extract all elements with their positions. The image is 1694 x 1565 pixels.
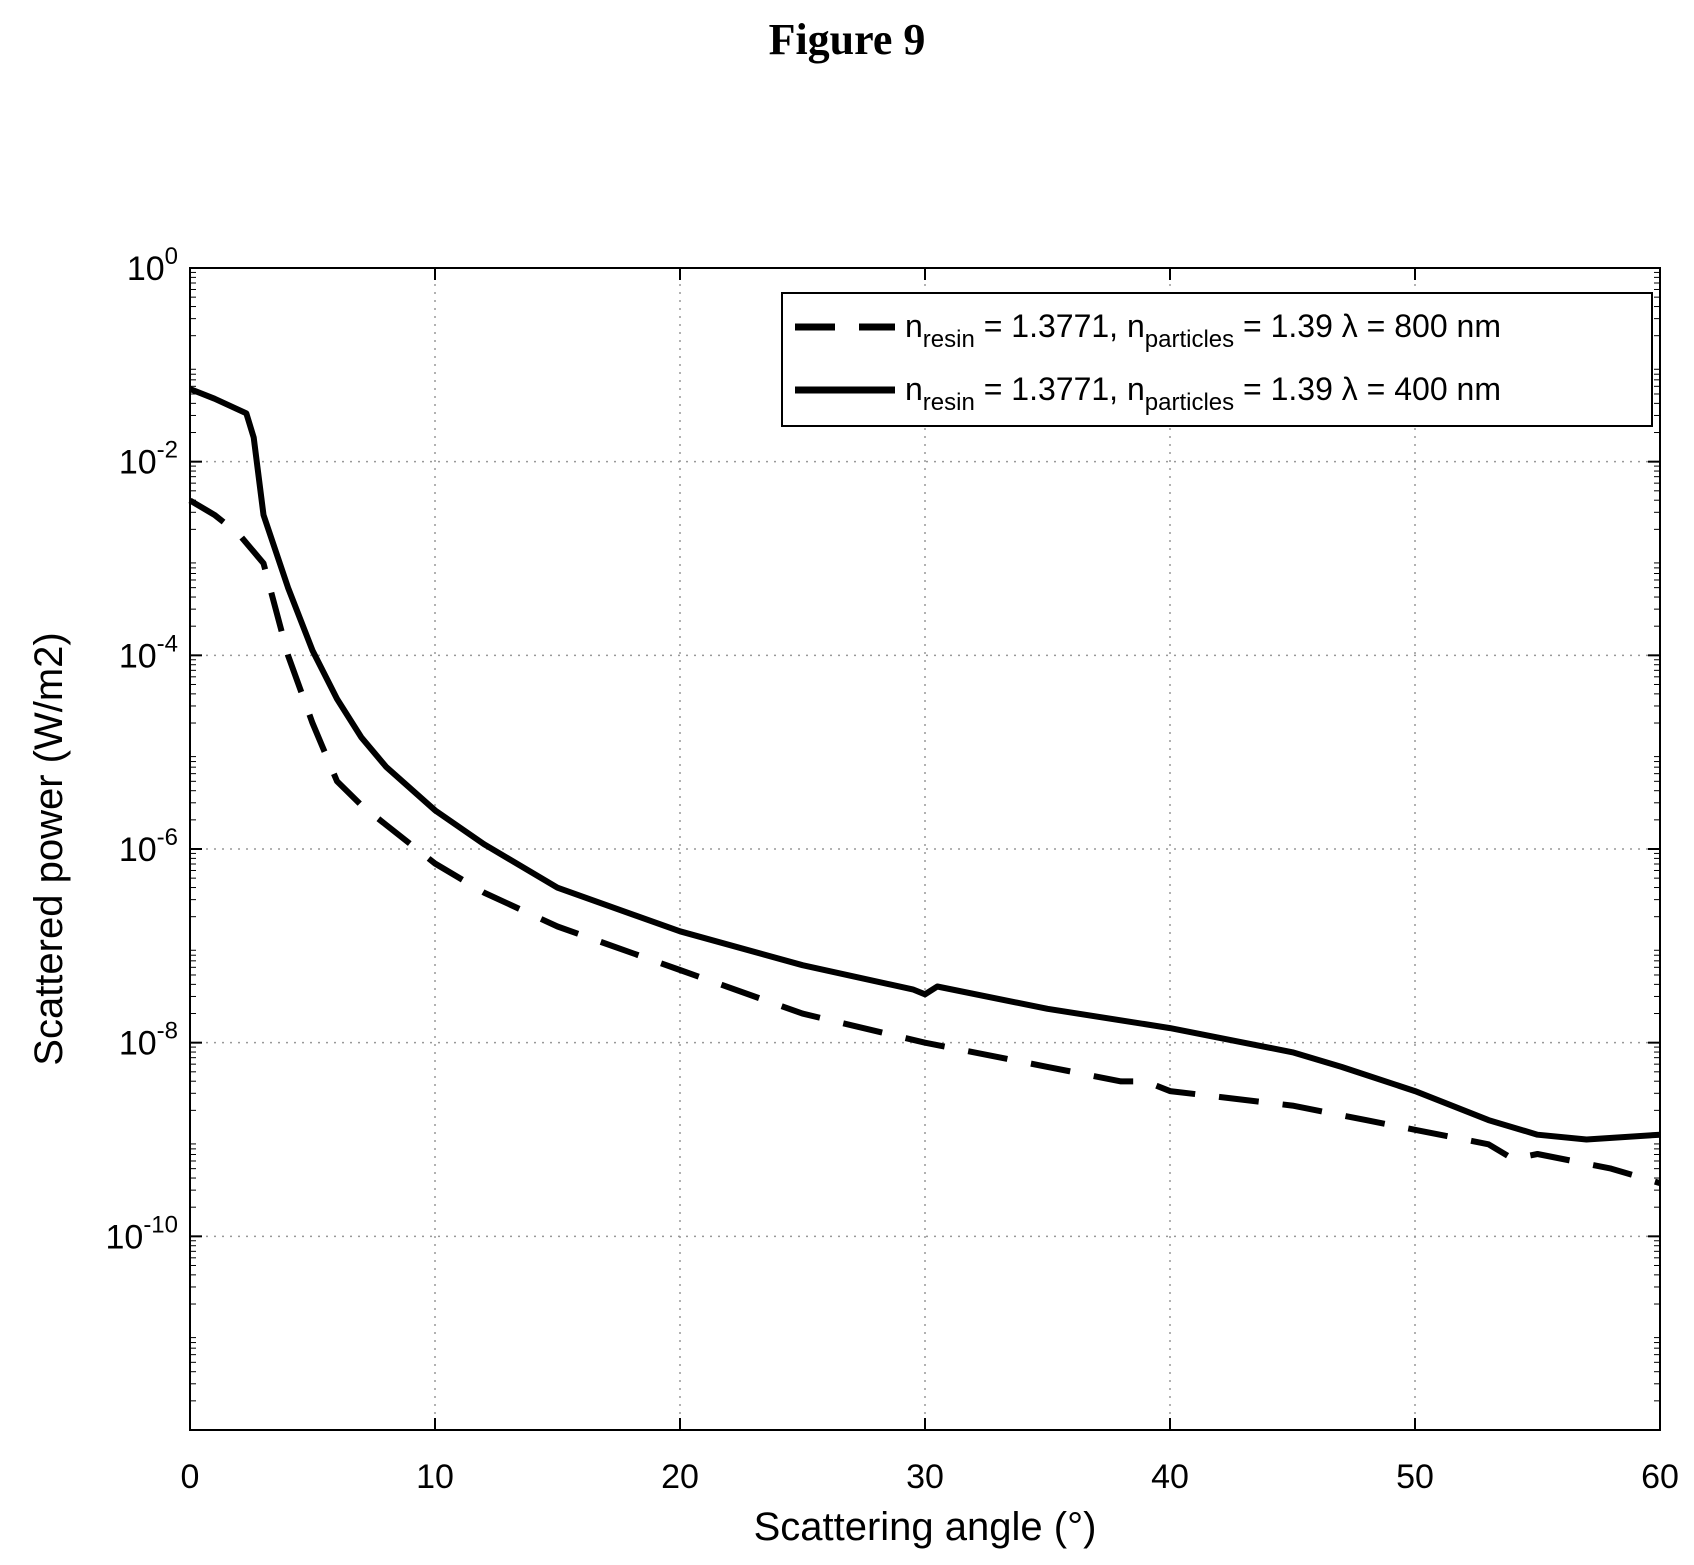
axis-ticks: 0 10 20 30 40 50 60 100 10-2 10-4 10-6 10-8 10-10 xyxy=(105,243,1678,1496)
series-layer xyxy=(188,386,1661,1186)
legend-box xyxy=(781,292,1653,427)
figure-title: Figure 9 xyxy=(768,15,926,64)
y-tick-label: 10-4 xyxy=(119,630,178,675)
legend-entry-800: nresin = 1.3771, nparticles = 1.39 λ = 8… xyxy=(905,308,1501,353)
legend-entry-400: nresin = 1.3771, nparticles = 1.39 λ = 4… xyxy=(905,371,1501,416)
y-tick-label: 10-8 xyxy=(119,1018,178,1063)
y-tick-label: 10-2 xyxy=(119,437,178,482)
y-tick-label: 10-6 xyxy=(119,824,178,869)
x-tick-label: 10 xyxy=(416,1458,454,1496)
x-tick-label: 30 xyxy=(906,1458,944,1496)
x-tick-label: 60 xyxy=(1641,1458,1679,1496)
legend: nresin = 1.3771, nparticles = 1.39 λ = 8… xyxy=(781,292,1653,427)
x-tick-label: 20 xyxy=(661,1458,699,1496)
x-tick-label: 50 xyxy=(1396,1458,1434,1496)
x-tick-label: 40 xyxy=(1151,1458,1189,1496)
series-line-resin400 xyxy=(188,386,1661,1143)
series-line-resin800 xyxy=(188,497,1661,1186)
x-tick-label: 0 xyxy=(181,1458,200,1496)
x-axis-label: Scattering angle (°) xyxy=(754,1505,1097,1549)
y-tick-label: 10-10 xyxy=(105,1211,178,1256)
grid-lines xyxy=(190,268,1660,1430)
y-axis-label: Scattered power (W/m2) xyxy=(27,632,71,1065)
y-tick-label: 100 xyxy=(127,243,178,288)
